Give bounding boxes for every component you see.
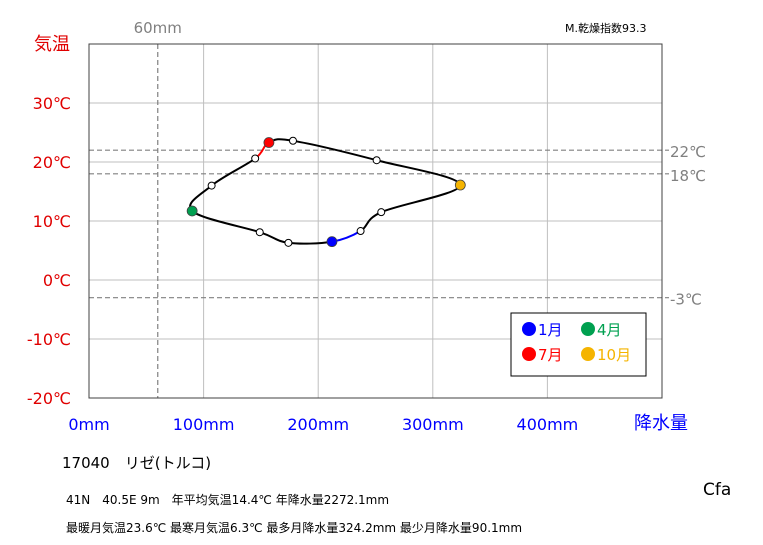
- y-tick-label: -20℃: [27, 389, 71, 408]
- month-point-10: [454, 179, 466, 191]
- climate-class: Cfa: [703, 480, 732, 500]
- axes-labels: 30℃ 20℃ 10℃ 0℃ -10℃ -20℃ 気温 0mm 100mm 200mm 300mm 4…: [27, 34, 688, 434]
- ref-label-temp: -3℃: [670, 291, 702, 309]
- legend-dot-10: [581, 347, 595, 361]
- legend-label-1: 1月: [538, 321, 563, 339]
- month-point-11: [377, 208, 386, 217]
- month-point-1: [326, 236, 338, 248]
- y-tick-label: -10℃: [27, 330, 71, 349]
- legend-dot-7: [522, 347, 536, 361]
- month-point-6: [251, 154, 260, 163]
- legend-label-7: 7月: [538, 346, 563, 364]
- station-summary: 41N 40.5E 9m 年平均気温14.4℃ 年降水量2272.1mm: [66, 493, 390, 507]
- aridity-index: M.乾燥指数93.3: [565, 22, 647, 35]
- x-tick-label: 400mm: [517, 415, 579, 434]
- x-tick-label: 100mm: [173, 415, 235, 434]
- station-name: 17040 リゼ(トルコ): [62, 454, 212, 472]
- ref-label-60mm: 60mm: [134, 19, 182, 37]
- grid: [89, 44, 662, 398]
- month-point-8: [288, 136, 297, 145]
- station-extremes: 最暖月気温23.6℃ 最寒月気温6.3℃ 最多月降水量324.2mm 最少月降水…: [66, 521, 523, 535]
- y-tick-label: 0℃: [43, 271, 71, 290]
- month-point-12: [356, 227, 365, 236]
- x-tick-label: 300mm: [402, 415, 464, 434]
- legend-dot-4: [581, 322, 595, 336]
- legend-label-10: 10月: [597, 346, 631, 364]
- ref-label-temp: 18℃: [670, 167, 706, 185]
- y-tick-label: 30℃: [33, 94, 71, 113]
- month-point-5: [207, 181, 216, 190]
- x-tick-label: 0mm: [68, 415, 109, 434]
- reference-lines: 60mm 22℃ 18℃ -3℃: [89, 19, 706, 398]
- month-points: [186, 136, 466, 248]
- plot-frame: [88, 43, 663, 399]
- ref-label-temp: 22℃: [670, 143, 706, 161]
- legend-box: [510, 312, 647, 377]
- x-axis-title: 降水量: [634, 413, 688, 434]
- legend: 1月 4月 7月 10月: [510, 312, 647, 377]
- month-point-7: [263, 137, 275, 148]
- month-point-2: [284, 238, 293, 247]
- curve-segment: [292, 139, 377, 162]
- y-tick-label: 10℃: [33, 212, 71, 231]
- legend-label-4: 4月: [597, 321, 622, 339]
- y-tick-label: 20℃: [33, 153, 71, 172]
- month-point-9: [372, 156, 381, 165]
- legend-dot-1: [522, 322, 536, 336]
- y-axis-title: 気温: [34, 34, 70, 55]
- x-tick-label: 200mm: [287, 415, 349, 434]
- month-point-3: [255, 228, 264, 237]
- month-point-4: [186, 205, 198, 217]
